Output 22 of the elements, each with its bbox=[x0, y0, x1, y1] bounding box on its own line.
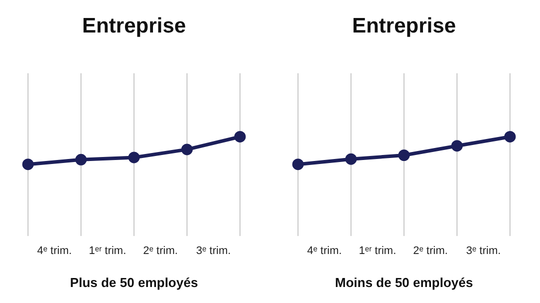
x-tick-label: 3ᵉ trim. bbox=[196, 244, 231, 257]
chart-title: Entreprise bbox=[352, 14, 456, 38]
point bbox=[451, 140, 463, 152]
x-tick-label: 3ᵉ trim. bbox=[466, 244, 501, 257]
point bbox=[398, 150, 410, 162]
point bbox=[128, 152, 140, 164]
x-tick-label: 2ᵉ trim. bbox=[413, 244, 448, 257]
point bbox=[292, 158, 304, 170]
chart-title: Entreprise bbox=[82, 14, 186, 38]
point bbox=[181, 144, 193, 156]
x-tick-label: 1ᵉʳ trim. bbox=[358, 244, 396, 257]
x-axis-title: Plus de 50 employés bbox=[70, 274, 198, 290]
point bbox=[504, 130, 516, 142]
point bbox=[22, 158, 34, 170]
x-tick-label: 1ᵉʳ trim. bbox=[88, 244, 126, 257]
x-tick-label: 2ᵉ trim. bbox=[143, 244, 178, 257]
x-axis-title: Moins de 50 employés bbox=[335, 274, 473, 290]
point bbox=[234, 130, 246, 142]
x-tick-label: 4ᵉ trim. bbox=[37, 244, 72, 257]
x-tick-label: 4ᵉ trim. bbox=[307, 244, 342, 257]
point bbox=[345, 153, 357, 165]
point bbox=[75, 154, 87, 166]
